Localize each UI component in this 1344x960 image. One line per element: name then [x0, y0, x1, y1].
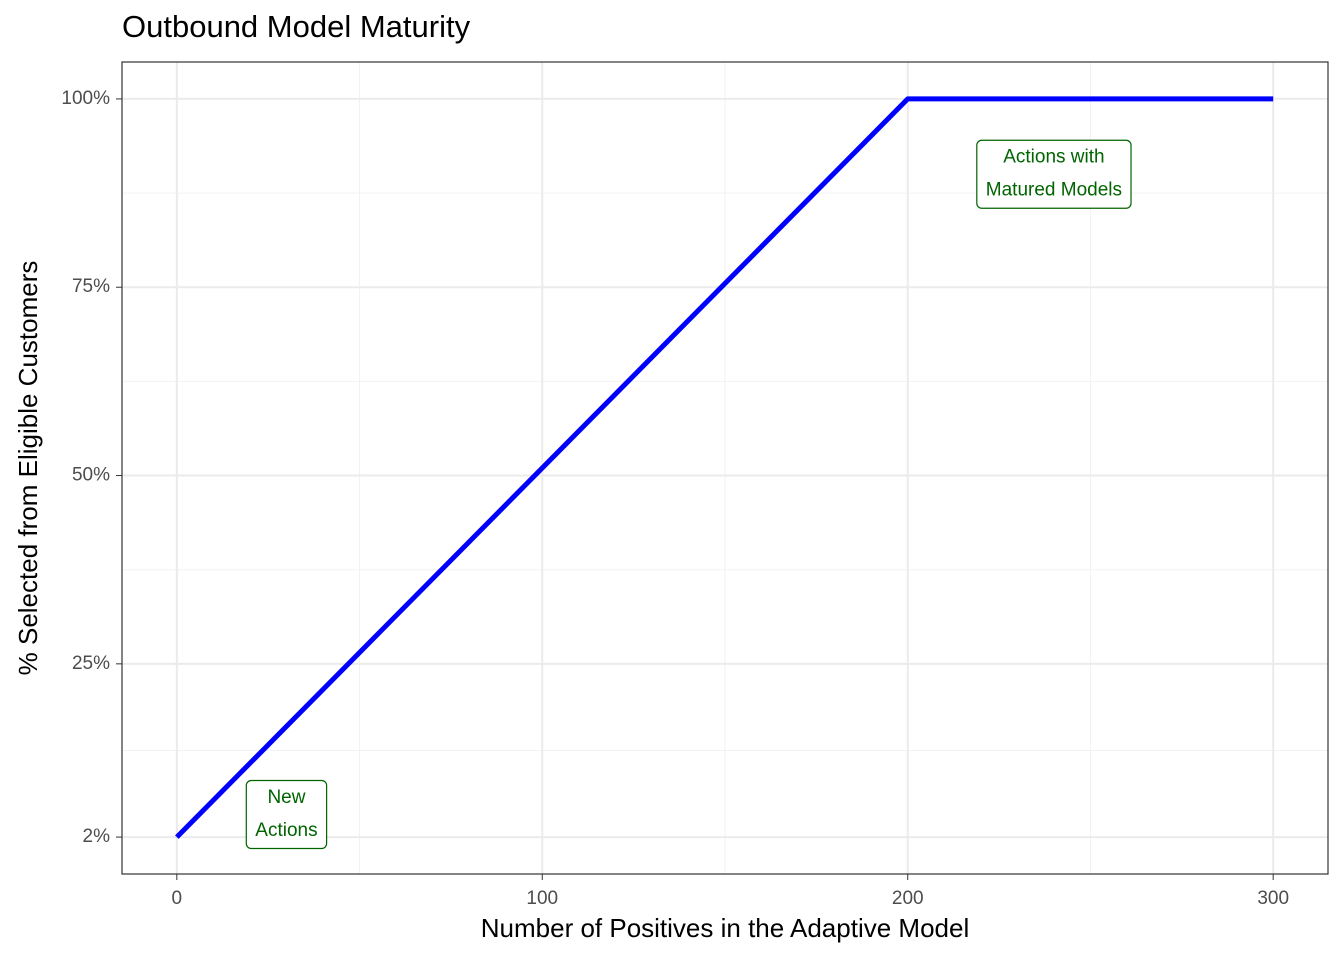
data-line — [175, 96, 1274, 839]
y-tick-label: 2% — [83, 826, 111, 847]
x-tick-label: 200 — [892, 888, 924, 909]
annotation-box — [976, 139, 1132, 209]
annotation-text: Matured Models — [986, 180, 1122, 201]
chart-title: Outbound Model Maturity — [122, 9, 471, 44]
x-tick-label: 0 — [172, 888, 183, 909]
y-tick-label: 75% — [72, 276, 110, 297]
panel-border — [121, 61, 1329, 875]
annotation-text: New — [267, 787, 305, 808]
y-tick-label: 25% — [72, 653, 110, 674]
y-tick-label: 50% — [72, 465, 110, 486]
annotation-text: Actions — [255, 820, 317, 841]
y-tick-label: 100% — [61, 88, 110, 109]
x-tick-label: 300 — [1257, 888, 1289, 909]
x-axis-title: Number of Positives in the Adaptive Mode… — [481, 913, 969, 943]
x-tick-label: 100 — [526, 888, 558, 909]
annotation-box — [245, 779, 328, 850]
y-axis-title: % Selected from Eligible Customers — [13, 261, 43, 676]
annotation-text: Actions with — [1003, 147, 1104, 168]
